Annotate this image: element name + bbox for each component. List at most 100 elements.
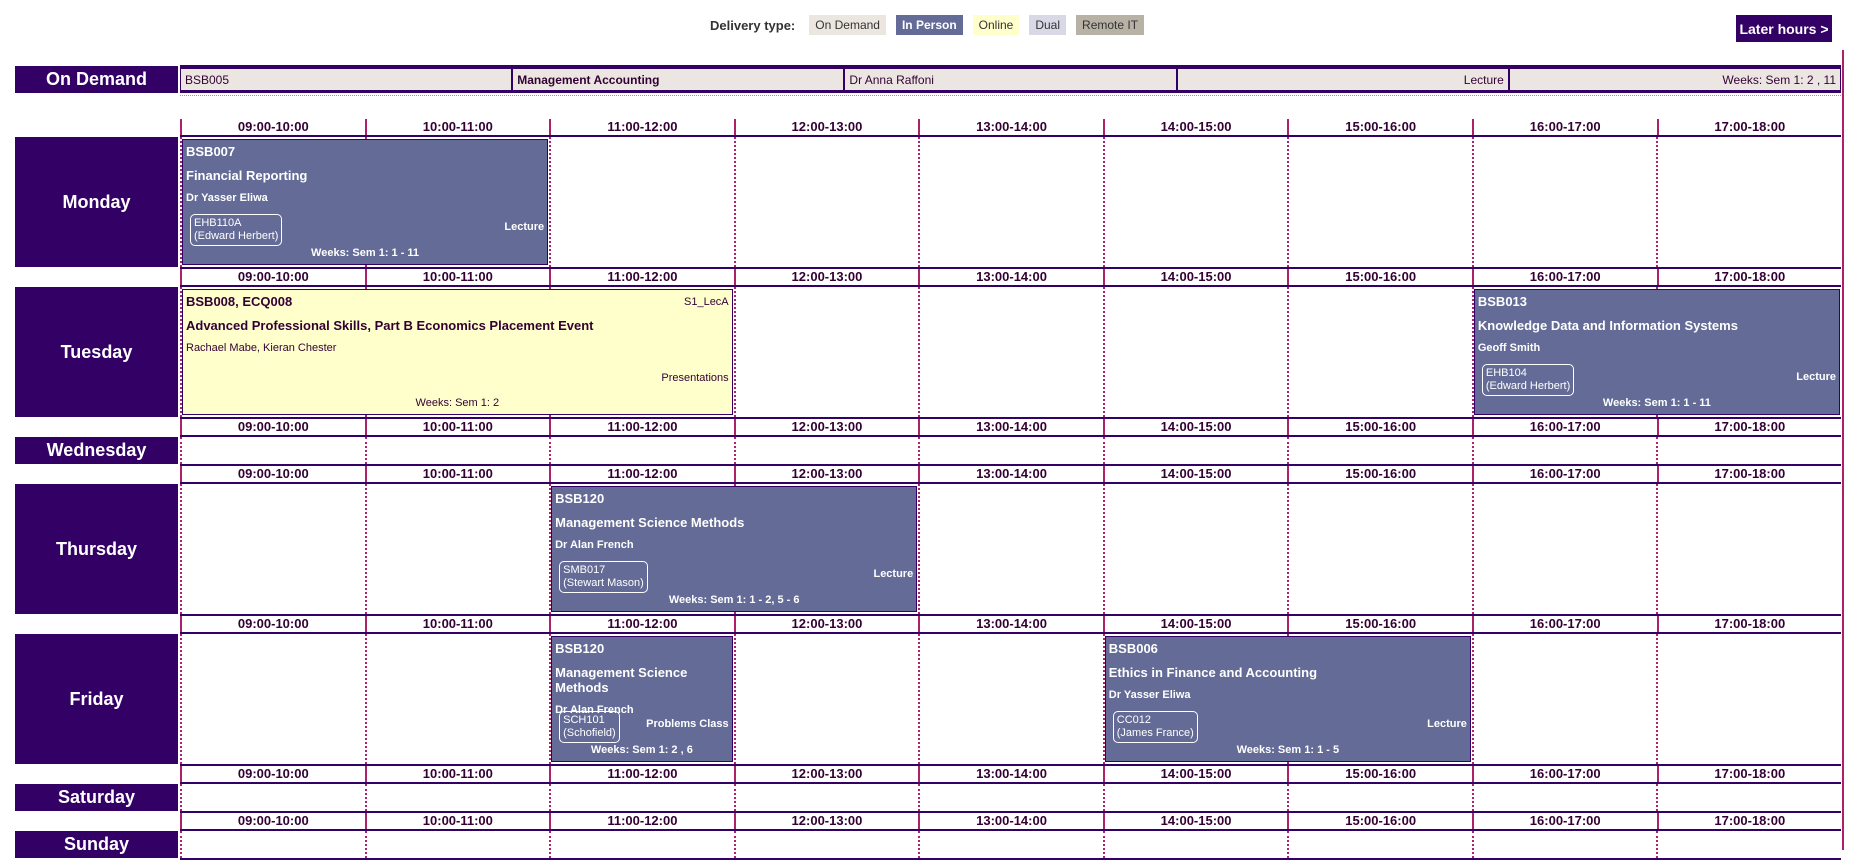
slot-divider xyxy=(1471,784,1474,811)
slot-divider xyxy=(1656,784,1659,811)
room-box[interactable]: CC012 (James France) xyxy=(1112,711,1198,743)
time-header-row: 09:00-10:00 10:00-11:00 11:00-12:00 12:00-1… xyxy=(180,616,1841,634)
slot-divider xyxy=(1471,437,1474,464)
time-slot-header: 11:00-12:00 xyxy=(549,766,734,782)
activity-type: Lecture xyxy=(1796,371,1836,383)
room-building: (Edward Herbert) xyxy=(1485,380,1571,392)
slot-divider xyxy=(364,634,367,764)
time-slot-header: 16:00-17:00 xyxy=(1471,419,1657,435)
time-slot-header: 15:00-16:00 xyxy=(1287,419,1472,435)
day-row-thursday: BSB120 Management Science Methods Dr Alan … xyxy=(180,484,1841,616)
module-title: Knowledge Data and Information Systems xyxy=(1477,318,1738,333)
room-box[interactable]: SCH101 (Schofield) xyxy=(559,711,620,743)
module-code: BSB008, ECQ008 xyxy=(186,294,293,309)
day-row-wednesday xyxy=(180,437,1841,466)
time-slot-header: 17:00-18:00 xyxy=(1656,419,1842,435)
on-demand-cell[interactable]: Lecture xyxy=(1176,68,1509,91)
time-slot-header: 15:00-16:00 xyxy=(1287,813,1472,829)
time-slot-header: 16:00-17:00 xyxy=(1471,813,1657,829)
on-demand-cell[interactable]: Management Accounting xyxy=(512,68,845,91)
event-block[interactable]: BSB007 Financial Reporting Dr Yasser Eliwa… xyxy=(182,139,549,265)
event-block[interactable]: BSB120 Management Science Methods Dr Alan … xyxy=(551,636,733,762)
slot-divider xyxy=(918,831,921,858)
slot-divider xyxy=(549,634,552,764)
time-slot-header: 17:00-18:00 xyxy=(1656,813,1842,829)
time-slot-header: 09:00-10:00 xyxy=(180,616,365,632)
legend-label: Delivery type: xyxy=(710,17,796,33)
slot-divider xyxy=(918,484,921,614)
on-demand-cell[interactable]: Weeks: Sem 1: 2 , 11 xyxy=(1508,68,1842,91)
time-header-row: 09:00-10:00 10:00-11:00 11:00-12:00 12:00-1… xyxy=(180,119,1841,137)
slot-divider xyxy=(1287,287,1290,417)
slot-divider xyxy=(1102,634,1105,764)
lecturer: Geoff Smith xyxy=(1477,342,1541,354)
activity-type: Lecture xyxy=(1427,718,1467,730)
slot-divider xyxy=(1287,437,1290,464)
slot-divider xyxy=(733,287,736,417)
time-slot-header: 13:00-14:00 xyxy=(918,269,1103,285)
weeks: Weeks: Sem 1: 1 - 2, 5 - 6 xyxy=(668,594,800,606)
slot-divider xyxy=(918,634,921,764)
event-block[interactable]: BSB008, ECQ008 S1_LecA Advanced Profession… xyxy=(182,289,733,415)
weeks: Weeks: Sem 1: 2 xyxy=(415,397,500,409)
slot-divider xyxy=(1656,634,1659,764)
time-slot-header: 14:00-15:00 xyxy=(1102,813,1288,829)
room-box[interactable]: SMB017 (Stewart Mason) xyxy=(559,561,648,593)
event-block[interactable]: BSB013 Knowledge Data and Information Sys… xyxy=(1473,289,1840,415)
time-slot-header: 12:00-13:00 xyxy=(733,766,919,782)
room-building: (Edward Herbert) xyxy=(194,230,279,242)
slot-divider xyxy=(549,784,552,811)
room-box[interactable]: EHB110A (Edward Herbert) xyxy=(190,214,283,246)
time-slot-header: 14:00-15:00 xyxy=(1102,466,1288,482)
slot-divider xyxy=(1102,137,1105,267)
day-row-tuesday: BSB008, ECQ008 S1_LecA Advanced Profession… xyxy=(180,287,1841,419)
slot-divider xyxy=(1656,831,1659,858)
module-code: BSB013 xyxy=(1477,294,1528,309)
time-slot-header: 12:00-13:00 xyxy=(733,616,919,632)
activity-type: Lecture xyxy=(504,221,545,233)
time-slot-header: 15:00-16:00 xyxy=(1287,119,1472,135)
slot-divider xyxy=(733,784,736,811)
time-slot-header: 16:00-17:00 xyxy=(1471,766,1657,782)
on-demand-cell[interactable]: Dr Anna Raffoni xyxy=(844,68,1177,91)
time-header-row: 09:00-10:00 10:00-11:00 11:00-12:00 12:00-1… xyxy=(180,466,1841,484)
time-slot-header: 17:00-18:00 xyxy=(1656,766,1842,782)
lecturer: Dr Alan French xyxy=(555,704,634,716)
day-label-thursday: Thursday xyxy=(15,484,178,614)
legend-chip-in-person: In Person xyxy=(895,15,963,35)
module-code: BSB120 xyxy=(555,491,605,506)
slot-divider xyxy=(733,634,736,764)
day-row-monday: BSB007 Financial Reporting Dr Yasser Eliwa… xyxy=(180,137,1841,269)
activity-type: Lecture xyxy=(873,568,914,580)
slot-divider xyxy=(1102,287,1105,417)
time-slot-header: 10:00-11:00 xyxy=(364,616,550,632)
room-code: CC012 xyxy=(1116,714,1152,726)
time-header-row: 09:00-10:00 10:00-11:00 11:00-12:00 12:00-1… xyxy=(180,419,1841,437)
weeks: Weeks: Sem 1: 1 - 11 xyxy=(311,247,420,259)
day-label-sunday: Sunday xyxy=(15,831,178,858)
slot-divider xyxy=(918,287,921,417)
group-name: S1_LecA xyxy=(684,296,729,308)
day-label-saturday: Saturday xyxy=(15,784,178,811)
room-box[interactable]: EHB104 (Edward Herbert) xyxy=(1481,364,1575,396)
room-building: (Stewart Mason) xyxy=(563,577,644,589)
day-label-tuesday: Tuesday xyxy=(15,287,178,417)
later-hours-button[interactable]: Later hours > xyxy=(1736,15,1832,42)
slot-divider xyxy=(1287,137,1290,267)
day-label-wednesday: Wednesday xyxy=(15,437,178,464)
time-slot-header: 14:00-15:00 xyxy=(1102,616,1288,632)
time-slot-header: 10:00-11:00 xyxy=(364,269,550,285)
event-block[interactable]: BSB006 Ethics in Finance and Accounting Dr… xyxy=(1104,636,1471,762)
slot-divider xyxy=(180,437,182,464)
slot-divider xyxy=(1656,484,1659,614)
time-slot-header: 13:00-14:00 xyxy=(918,813,1103,829)
slot-divider xyxy=(918,784,921,811)
slot-divider xyxy=(1656,137,1659,267)
legend-chip-dual: Dual xyxy=(1029,15,1067,35)
time-slot-header: 15:00-16:00 xyxy=(1287,616,1472,632)
event-block[interactable]: BSB120 Management Science Methods Dr Alan … xyxy=(551,486,918,612)
slot-divider xyxy=(549,831,552,858)
on-demand-cell[interactable]: BSB005 xyxy=(180,68,513,91)
day-row-sunday xyxy=(180,831,1841,860)
time-slot-header: 14:00-15:00 xyxy=(1102,269,1288,285)
